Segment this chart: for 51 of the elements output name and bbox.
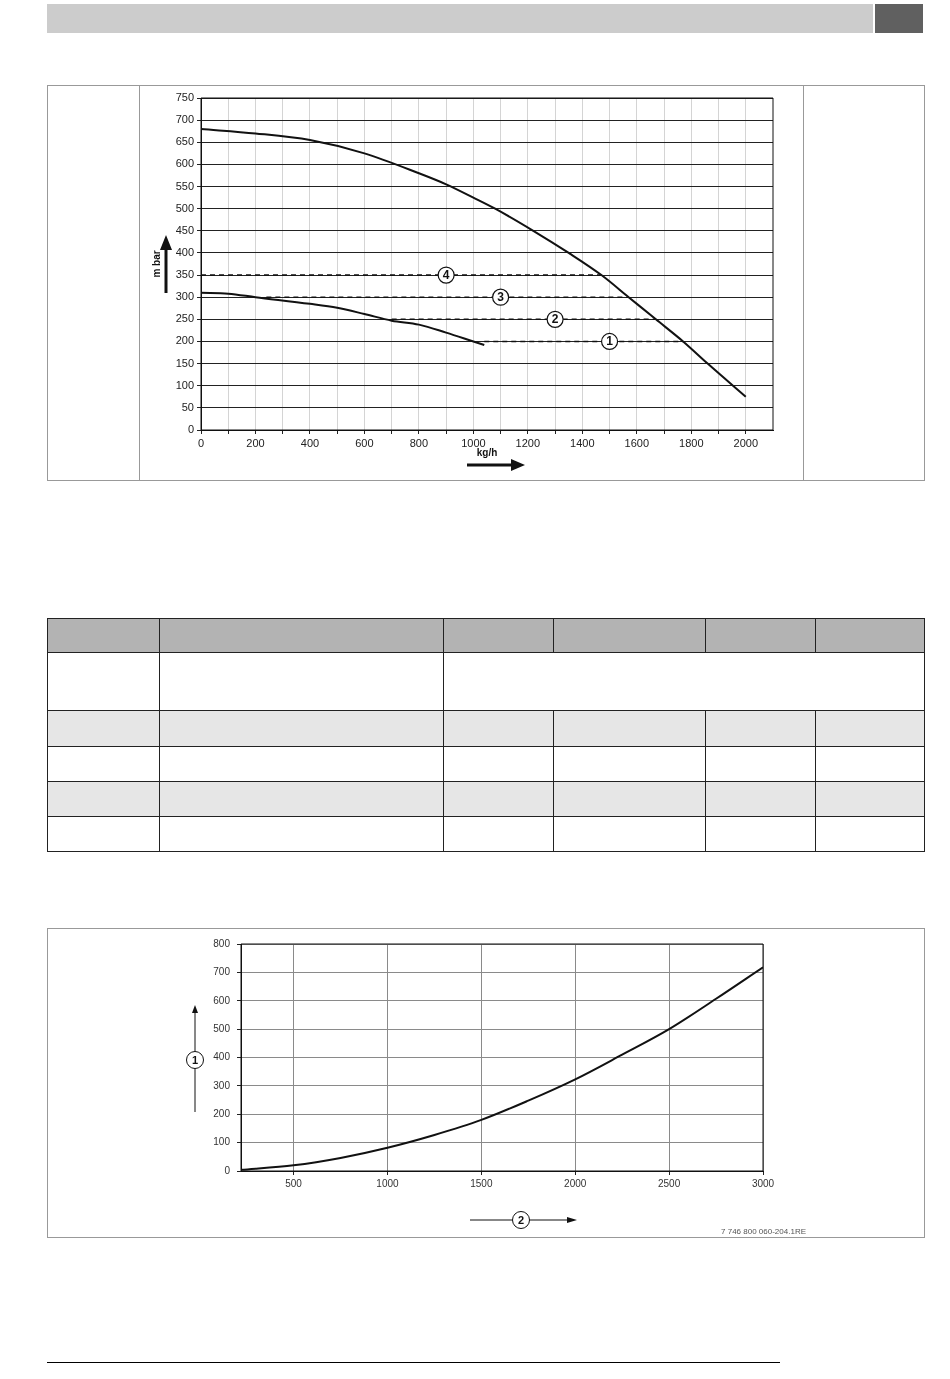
x-tick-label: 1500 (470, 1177, 493, 1189)
y-tick-label: 800 (213, 937, 231, 949)
y-tick-label: 300 (213, 1079, 231, 1091)
y-tick-label: 550 (175, 179, 194, 192)
x-tick-label: 2000 (564, 1177, 587, 1189)
annotation: 4 (442, 267, 450, 282)
y-tick-label: 400 (175, 245, 194, 258)
y-tick-label: 400 (213, 1051, 231, 1063)
y-axis-title: m bar (150, 250, 162, 278)
y-tick-label: 100 (175, 378, 194, 391)
x-tick-label: 2500 (657, 1177, 681, 1189)
y-tick-label: 750 (175, 91, 194, 104)
x-tick-label: 1800 (679, 436, 704, 449)
y-tick-label: 650 (175, 135, 194, 148)
x-tick-label: 2000 (733, 436, 758, 449)
x-tick-label: 500 (285, 1177, 303, 1189)
x-tick-label: 400 (300, 436, 320, 449)
x-tick-label: 1000 (376, 1177, 400, 1189)
y-tick-label: 300 (175, 290, 194, 303)
y-tick-label: 700 (213, 966, 231, 978)
x-axis-title: kg/h (476, 446, 498, 458)
y-tick-label: 0 (187, 423, 194, 436)
x-tick-label: 1400 (570, 436, 595, 449)
x-tick-label: 1200 (515, 436, 541, 449)
x-tick-label: 1000 (461, 436, 486, 449)
y-tick-label: 500 (175, 201, 194, 214)
x-tick-label: 1600 (624, 436, 650, 449)
y-tick-label: 150 (175, 356, 194, 369)
y-tick-label: 600 (175, 157, 194, 170)
y-tick-label: 700 (175, 113, 194, 126)
y-axis-title: 1 (186, 1051, 204, 1069)
y-tick-label: 250 (175, 312, 194, 325)
y-tick-label: 450 (175, 223, 194, 236)
y-tick-label: 0 (224, 1164, 231, 1176)
x-axis-title: 2 (512, 1211, 530, 1229)
x-tick-label: 3000 (751, 1177, 775, 1189)
annotation: 1 (606, 334, 614, 349)
annotation: 2 (551, 312, 559, 327)
x-tick-label: 0 (197, 436, 205, 449)
y-tick-label: 100 (213, 1136, 231, 1148)
y-tick-label: 350 (175, 268, 194, 281)
y-tick-label: 50 (181, 400, 194, 413)
x-tick-label: 200 (246, 436, 265, 449)
y-tick-label: 200 (175, 334, 194, 347)
x-tick-label: 800 (409, 436, 429, 449)
y-tick-label: 600 (213, 994, 231, 1006)
y-tick-label: 200 (213, 1108, 231, 1119)
y-tick-label: 500 (213, 1022, 231, 1034)
x-tick-label: 600 (355, 436, 374, 449)
text: 7 746 800 060-204.1RE (721, 1227, 806, 1237)
annotation: 3 (497, 290, 505, 305)
